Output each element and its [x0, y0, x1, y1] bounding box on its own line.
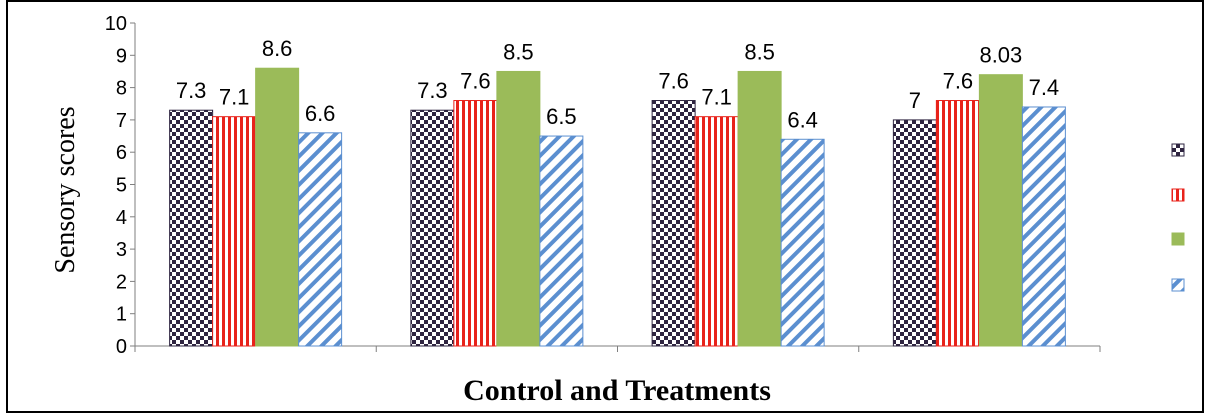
bar-series-1 [169, 109, 214, 347]
data-label: 8.6 [262, 36, 293, 61]
y-tick-label: 6 [116, 142, 127, 164]
y-tick-label: 3 [116, 239, 127, 261]
data-label: 7.6 [658, 69, 689, 94]
legend-swatch-series-4 [1171, 278, 1185, 292]
bar-series-3 [496, 70, 541, 347]
data-label: 8.5 [503, 39, 534, 64]
data-label: 6.6 [305, 101, 336, 126]
y-tick-label: 0 [116, 336, 127, 358]
y-tick-label: 7 [116, 110, 127, 132]
data-label: 7.1 [701, 85, 732, 110]
bar-series-4 [1021, 106, 1066, 347]
y-tick-label: 4 [116, 207, 127, 229]
legend-swatch-series-2 [1171, 188, 1185, 202]
bar-series-3 [978, 74, 1023, 347]
data-label: 7.1 [219, 85, 250, 110]
bar-series-1 [651, 100, 696, 347]
legend-swatch-series-1 [1171, 143, 1185, 157]
bar-series-4 [539, 135, 584, 347]
bar-series-2 [935, 100, 980, 347]
data-label: 7.6 [460, 69, 491, 94]
y-tick-label: 5 [116, 175, 127, 197]
bar-series-2 [694, 116, 739, 347]
bar-series-1 [410, 109, 455, 347]
data-label: 7.3 [176, 78, 207, 103]
y-tick-label: 10 [105, 13, 127, 35]
bar-series-1 [892, 119, 937, 347]
y-tick-label: 9 [116, 45, 127, 67]
bar-series-3 [737, 70, 782, 347]
y-tick-label: 2 [116, 271, 127, 293]
bar-series-2 [212, 116, 257, 347]
legend-swatch-series-3 [1171, 232, 1185, 246]
bar-series-4 [298, 132, 343, 347]
y-tick-label: 8 [116, 78, 127, 100]
y-axis-label: Sensory scores [50, 106, 81, 273]
bar-series-3 [255, 67, 300, 347]
data-label: 6.4 [787, 107, 818, 132]
data-label: 6.5 [546, 104, 577, 129]
bar-series-4 [780, 138, 825, 347]
x-axis-label: Control and Treatments [463, 374, 771, 407]
y-tick-label: 1 [116, 304, 127, 326]
data-label: 7.3 [417, 78, 448, 103]
data-label: 7 [909, 88, 921, 113]
data-label: 7.4 [1029, 75, 1060, 100]
bar-series-2 [453, 100, 498, 347]
data-label: 7.6 [943, 69, 974, 94]
data-label: 8.03 [979, 43, 1022, 68]
data-label: 8.5 [744, 39, 775, 64]
